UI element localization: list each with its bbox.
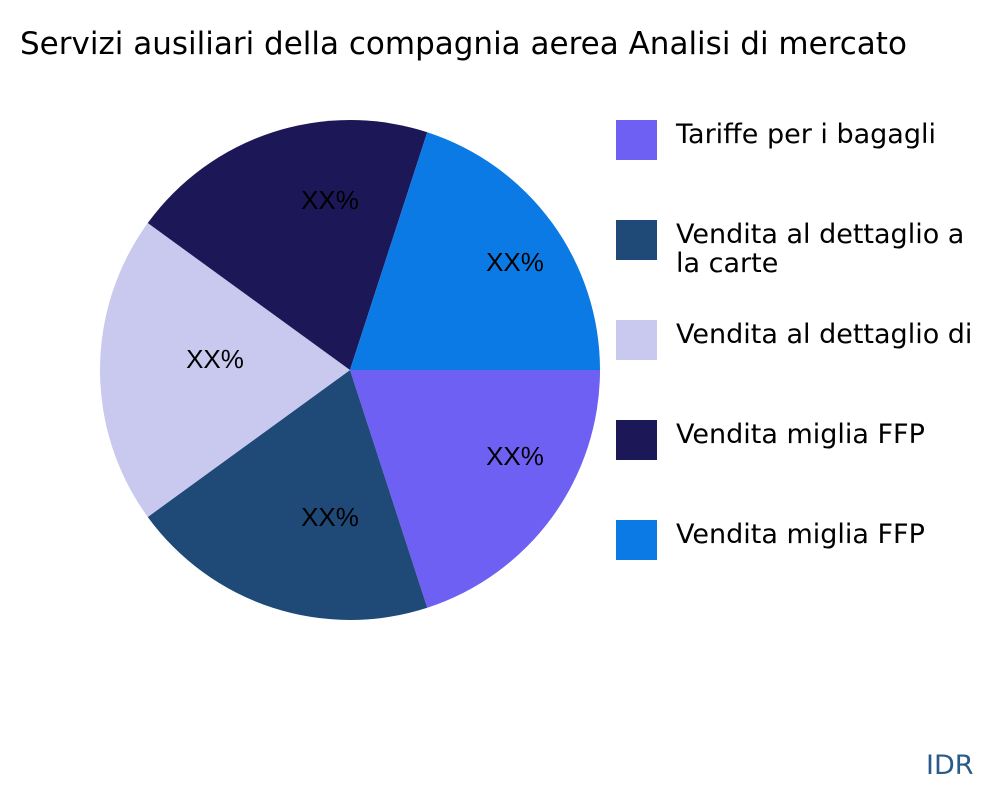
pie-slice xyxy=(350,132,600,370)
source-label: IDR xyxy=(926,750,974,781)
chart-title: Servizi ausiliari della compagnia aerea … xyxy=(20,26,907,62)
legend-label: Vendita miglia FFP xyxy=(676,519,925,550)
legend-label: Vendita al dettaglio di xyxy=(676,319,973,350)
pie-slice xyxy=(350,370,600,608)
slice-data-label: XX% xyxy=(301,185,359,215)
legend-swatch xyxy=(616,320,657,360)
legend-label: Tariffe per i bagagli xyxy=(676,119,936,150)
slice-data-label: XX% xyxy=(486,441,544,471)
legend-label: Vendita miglia FFP xyxy=(676,419,925,450)
legend-swatch xyxy=(616,420,657,460)
legend-swatch xyxy=(616,220,657,260)
pie-slice xyxy=(147,120,428,370)
legend-swatch xyxy=(616,120,657,160)
slice-data-label: XX% xyxy=(186,344,244,374)
legend-label: Vendita al dettaglio a la carte xyxy=(676,219,965,279)
legend-swatch xyxy=(616,520,657,560)
slice-data-label: XX% xyxy=(301,502,359,532)
pie-slice xyxy=(100,223,350,517)
pie-slice xyxy=(147,370,428,620)
slice-data-label: XX% xyxy=(486,247,544,277)
